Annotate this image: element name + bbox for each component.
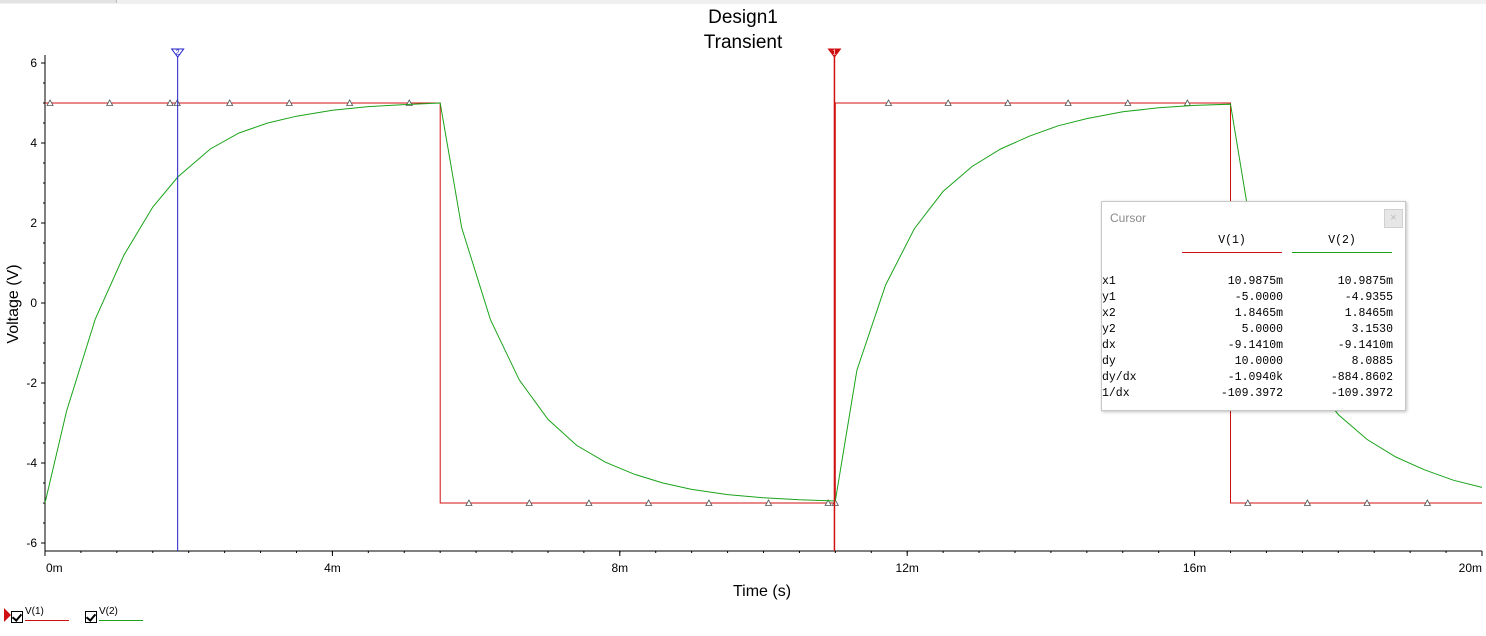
cursor-row-label: y1 <box>1102 291 1116 304</box>
data-point-marker <box>1064 99 1072 106</box>
cursor-2-label: 2 <box>176 50 180 57</box>
data-point-marker <box>1303 499 1312 506</box>
cursor-value-v2: -884.8602 <box>1330 371 1393 384</box>
x-tick-label-5: 20m <box>1459 561 1482 575</box>
legend-swatch-v2 <box>99 620 143 621</box>
data-point-marker <box>285 99 293 106</box>
cursor-value-v1: 5.0000 <box>1241 323 1283 336</box>
data-point-marker <box>1124 99 1132 106</box>
cursor-row-label: x2 <box>1102 307 1116 320</box>
cursor-value-v2: 10.9875m <box>1337 275 1393 288</box>
data-point-marker <box>705 499 713 506</box>
cursor-row-x2: x2 1.8465m 1.8465m <box>1102 307 1405 323</box>
y-tick-label-3: 0 <box>30 296 37 310</box>
data-point-marker <box>166 99 174 106</box>
cursor-row-dy-dx: dy/dx -1.0940k -884.8602 <box>1102 371 1405 387</box>
y-tick-label-0: 6 <box>30 56 37 70</box>
y-axis-title: Voltage (V) <box>5 264 22 343</box>
cursor-value-v1: -5.0000 <box>1234 291 1283 304</box>
data-point-marker <box>1423 499 1432 506</box>
column-swatch-v2 <box>1292 252 1392 253</box>
data-point-marker <box>585 499 593 506</box>
data-point-marker <box>525 499 533 506</box>
data-point-marker <box>764 499 773 506</box>
data-point-marker <box>465 499 473 506</box>
cursor-row-y2: y2 5.0000 3.1530 <box>1102 323 1405 339</box>
y-tick-label-5: -4 <box>26 456 37 470</box>
x-axis-title: Time (s) <box>733 583 791 600</box>
cursor-value-v1: -9.1410m <box>1227 339 1283 352</box>
data-point-marker <box>824 499 832 506</box>
cursor-value-v2: 8.0885 <box>1351 355 1393 368</box>
plot-area[interactable]: 6 4 2 0 -2 -4 -6 0m 4m 8m 12m 16m 20m 1 2 <box>26 48 1483 575</box>
cursor-row-label: dy/dx <box>1102 371 1137 384</box>
legend: V(1) V(2) <box>0 602 1486 636</box>
x-tick-label-4: 16m <box>1183 561 1206 575</box>
x-tick-label-2: 8m <box>611 561 628 575</box>
data-point-marker <box>225 99 234 106</box>
transient-chart: Design1 Transient Time (s) Voltage (V) 6… <box>5 7 1483 600</box>
cursor-value-v2: -9.1410m <box>1337 339 1393 352</box>
cursor-2-handle <box>170 48 185 58</box>
cursor-row-dy: dy 10.0000 8.0885 <box>1102 355 1405 371</box>
legend-label-v2: V(2) <box>99 606 118 617</box>
x-tick-label-1: 4m <box>324 561 341 575</box>
cursor-value-v2: 3.1530 <box>1351 323 1393 336</box>
data-point-marker <box>345 99 354 106</box>
cursor-panel-title: Cursor <box>1110 211 1147 225</box>
cursor-row-label: y2 <box>1102 323 1116 336</box>
top-tab-strip <box>0 0 1486 4</box>
cursor-value-v1: -1.0940k <box>1227 371 1283 384</box>
active-trace-marker-icon <box>4 608 11 622</box>
cursor-panel[interactable]: Cursor × V(1) V(2) x1 10.9875m 10.9875m y1 -… <box>1101 201 1406 411</box>
y-tick-label-6: -6 <box>26 536 37 550</box>
cursor-value-v2: 1.8465m <box>1344 307 1393 320</box>
cursor-1-handle <box>827 48 842 58</box>
column-header-v1: V(1) <box>1218 234 1246 247</box>
legend-checkbox-v2[interactable] <box>85 611 97 623</box>
cursor-row-x1: x1 10.9875m 10.9875m <box>1102 275 1405 291</box>
data-point-marker <box>944 99 952 106</box>
data-point-marker <box>105 99 114 106</box>
cursor-1-label: 1 <box>832 50 836 57</box>
cursor-value-v1: -109.3972 <box>1220 387 1283 400</box>
chart-title: Design1 <box>708 7 778 28</box>
data-point-marker <box>46 99 54 106</box>
chart-subtitle: Transient <box>704 32 783 53</box>
close-icon[interactable]: × <box>1384 209 1403 228</box>
legend-checkbox-v1[interactable] <box>11 611 23 623</box>
series-line-v1 <box>45 102 1482 504</box>
cursor-value-v1: 10.9875m <box>1227 275 1283 288</box>
cursor-row-label: dx <box>1102 339 1116 352</box>
data-point-marker <box>644 499 653 506</box>
cursor-value-v1: 1.8465m <box>1234 307 1283 320</box>
cursor-row-label: dy <box>1102 355 1116 368</box>
data-point-marker <box>1004 99 1012 106</box>
legend-label-v1: V(1) <box>25 606 44 617</box>
cursor-row-label: 1/dx <box>1102 387 1130 400</box>
data-point-marker <box>884 99 893 106</box>
column-header-v2: V(2) <box>1328 234 1356 247</box>
cursor-row-1-dx: 1/dx -109.3972 -109.3972 <box>1102 387 1405 403</box>
cursor-value-v2: -109.3972 <box>1330 387 1393 400</box>
y-tick-label-2: 2 <box>30 216 37 230</box>
data-point-marker <box>1244 499 1252 506</box>
cursor-row-dx: dx -9.1410m -9.1410m <box>1102 339 1405 355</box>
legend-swatch-v1 <box>25 620 69 621</box>
y-tick-label-1: 4 <box>30 136 37 150</box>
y-tick-label-4: -2 <box>26 376 37 390</box>
cursor-row-label: x1 <box>1102 275 1116 288</box>
cursor-row-y1: y1 -5.0000 -4.9355 <box>1102 291 1405 307</box>
x-tick-label-0: 0m <box>46 561 63 575</box>
column-swatch-v1 <box>1182 252 1282 253</box>
document-tab[interactable] <box>0 0 117 3</box>
cursor-value-v2: -4.9355 <box>1344 291 1393 304</box>
x-tick-label-3: 12m <box>896 561 919 575</box>
data-point-marker <box>1363 499 1371 506</box>
cursor-value-v1: 10.0000 <box>1234 355 1283 368</box>
